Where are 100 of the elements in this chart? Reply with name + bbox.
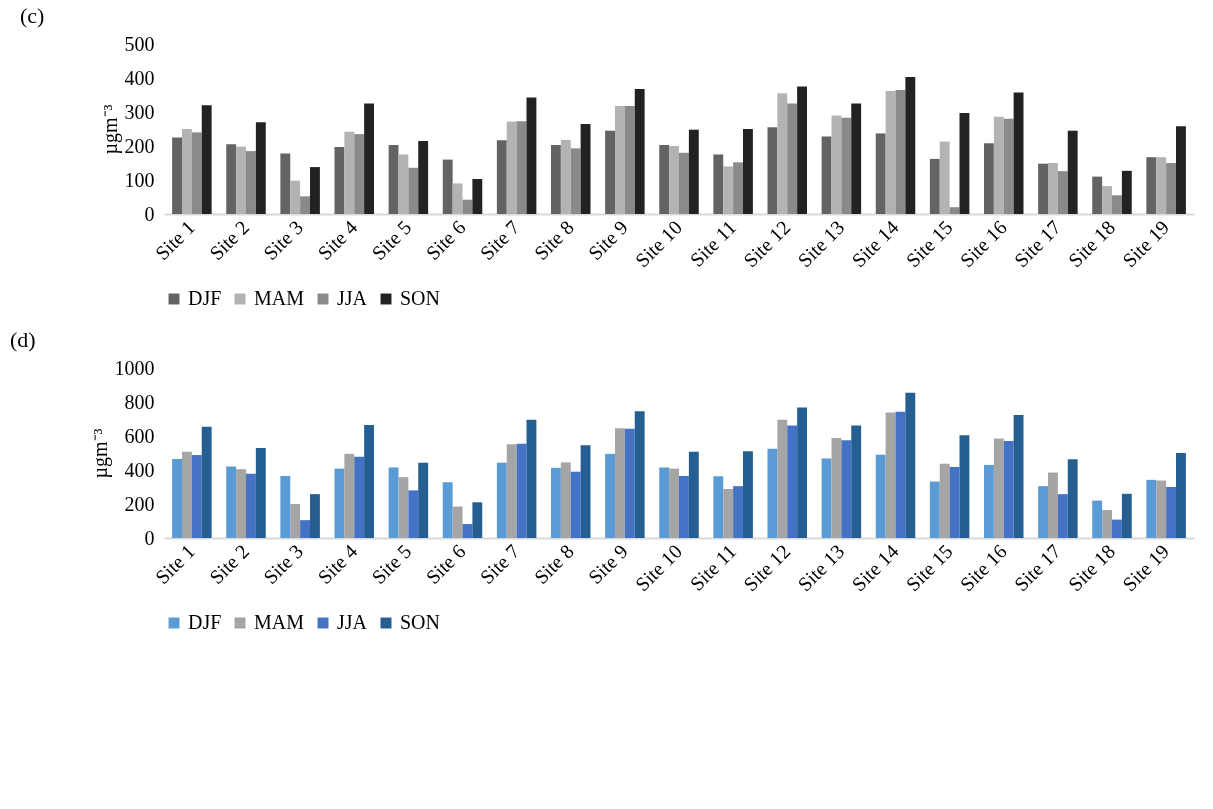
bar	[191, 455, 202, 538]
bar	[1102, 509, 1112, 538]
bar	[1166, 163, 1176, 214]
x-tick-label: Site 12	[739, 540, 795, 596]
bar	[526, 419, 537, 538]
bar	[570, 471, 581, 538]
bar	[767, 127, 778, 214]
bar	[300, 520, 310, 538]
bar	[462, 199, 473, 214]
bar	[993, 438, 1004, 538]
bar	[993, 116, 1004, 214]
bar	[236, 146, 246, 214]
bar	[624, 105, 635, 214]
bar	[172, 137, 182, 214]
legend-label: DJF	[188, 611, 222, 633]
y-axis-title: µgm⁻³	[88, 428, 112, 479]
y-tick-label: 300	[124, 100, 155, 123]
bar	[354, 134, 365, 214]
bar	[659, 144, 670, 214]
x-tick-label: Site 5	[367, 216, 416, 265]
bar	[506, 444, 517, 538]
bar	[959, 435, 970, 538]
x-tick-label: Site 7	[475, 216, 524, 265]
y-tick-label: 400	[124, 66, 155, 89]
bar	[634, 411, 645, 538]
x-tick-label: Site 3	[259, 216, 308, 265]
y-tick-label: 0	[144, 202, 155, 225]
x-tick-label: Site 6	[421, 216, 470, 265]
x-tick-label: Site 4	[313, 540, 362, 589]
bar	[255, 122, 266, 214]
bar	[787, 103, 798, 214]
bar	[1176, 453, 1186, 538]
bar	[1121, 493, 1132, 538]
bar	[1038, 163, 1048, 214]
bar	[398, 477, 409, 538]
bar	[506, 121, 517, 214]
x-tick-label: Site 13	[793, 540, 849, 596]
x-tick-label: Site 9	[583, 540, 632, 589]
x-tick-label: Site 13	[793, 216, 849, 272]
bar	[939, 463, 950, 538]
bar	[496, 462, 507, 538]
bar	[939, 141, 950, 214]
bar	[615, 105, 625, 214]
chart-title: (c)	[20, 3, 45, 28]
bar	[895, 411, 906, 538]
bar	[172, 458, 182, 538]
bar	[560, 139, 571, 214]
bar	[983, 143, 994, 214]
bar	[280, 153, 291, 214]
bar	[1003, 441, 1014, 538]
y-tick-label: 1000	[114, 356, 155, 379]
bar	[408, 167, 419, 214]
bar	[875, 133, 886, 214]
x-tick-label: Site 16	[955, 216, 1011, 272]
bar	[191, 132, 202, 214]
x-tick-label: Site 15	[901, 540, 957, 596]
bar	[1146, 157, 1157, 214]
bar	[875, 454, 886, 538]
bar	[398, 154, 409, 214]
bar	[723, 489, 734, 538]
bar	[905, 76, 916, 214]
bar	[570, 148, 581, 214]
bar	[201, 105, 212, 214]
bar	[905, 392, 916, 538]
bar	[679, 475, 689, 538]
bar	[929, 481, 940, 538]
x-tick-label: Site 10	[630, 540, 687, 596]
bar	[1048, 472, 1058, 538]
bar	[354, 456, 365, 538]
bar	[496, 140, 507, 214]
x-tick-label: Site 15	[901, 216, 957, 272]
x-tick-label: Site 11	[685, 216, 741, 271]
bar	[408, 490, 419, 538]
bar	[713, 476, 724, 538]
bar	[516, 443, 527, 538]
bar	[550, 467, 561, 538]
bar	[1048, 163, 1058, 214]
x-tick-label: Site 9	[583, 216, 632, 265]
bar	[1146, 479, 1157, 538]
bar	[462, 524, 473, 538]
y-tick-label: 800	[124, 390, 155, 413]
bar	[364, 103, 375, 214]
y-tick-label: 400	[124, 458, 155, 481]
x-tick-label: Site 8	[529, 216, 578, 265]
bar	[669, 468, 679, 538]
legend-label: SON	[400, 611, 441, 633]
bar	[452, 506, 463, 538]
x-tick-label: Site 19	[1117, 540, 1174, 596]
bar	[851, 425, 862, 538]
bar	[821, 458, 832, 538]
bar	[797, 86, 808, 214]
y-tick-label: 200	[124, 134, 155, 157]
legend-label: DJF	[188, 287, 222, 309]
x-tick-label: Site 2	[204, 216, 254, 265]
bar	[743, 129, 753, 214]
bar	[688, 451, 699, 538]
bar	[1067, 459, 1078, 538]
bar	[1176, 126, 1186, 214]
x-tick-label: Site 7	[475, 540, 524, 589]
y-axis-title: µgm⁻³	[98, 104, 122, 155]
